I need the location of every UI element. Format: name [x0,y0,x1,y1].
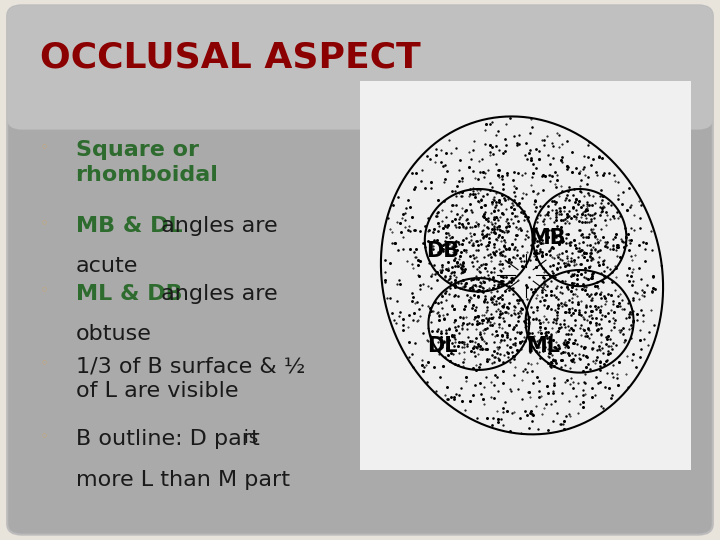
FancyBboxPatch shape [7,5,713,535]
Text: ML & DB: ML & DB [76,284,182,303]
Text: more L than M part: more L than M part [76,470,289,490]
FancyBboxPatch shape [360,81,691,470]
Text: angles are: angles are [154,216,277,236]
Text: ◦: ◦ [40,429,49,444]
Text: OCCLUSAL ASPECT: OCCLUSAL ASPECT [40,40,420,75]
Text: angles are: angles are [154,284,277,303]
Text: ◦: ◦ [40,356,49,372]
Text: ◦: ◦ [40,216,49,231]
Text: obtuse: obtuse [76,324,151,344]
Text: ML: ML [526,335,561,356]
Text: DB: DB [426,241,459,261]
Text: MB & DL: MB & DL [76,216,182,236]
Text: ◦: ◦ [40,140,49,156]
Text: DL: DL [428,335,458,356]
Text: is: is [238,429,258,447]
Text: B outline: D part: B outline: D part [76,429,259,449]
Text: MB: MB [529,227,565,248]
Text: ◦: ◦ [40,284,49,299]
Text: Square or
rhomboidal: Square or rhomboidal [76,140,218,185]
Text: acute: acute [76,256,138,276]
FancyBboxPatch shape [7,5,713,130]
Text: 1/3 of B surface & ½
of L are visible: 1/3 of B surface & ½ of L are visible [76,356,305,401]
